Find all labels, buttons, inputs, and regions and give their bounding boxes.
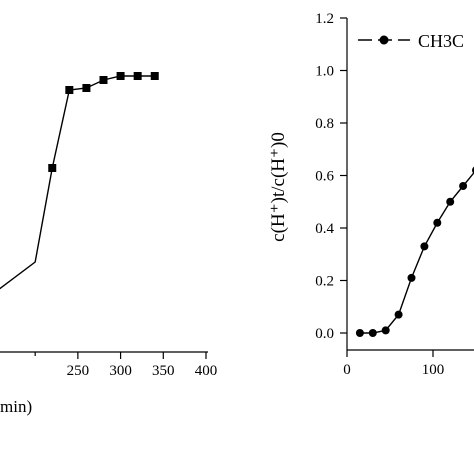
left-x-tick-label: 400 — [195, 363, 218, 379]
right-series-markers — [355, 166, 474, 337]
right-y-tick-label: 1.0 — [315, 64, 334, 80]
left-x-tick-label: 250 — [67, 363, 90, 379]
right-data-point — [459, 182, 468, 190]
left-data-point — [82, 84, 91, 92]
right-y-axis-label: c(H⁺)t/c(H⁺)0 — [268, 132, 289, 242]
left-data-point — [48, 164, 57, 172]
right-chart: 0.0 0.2 0.4 0.6 0.8 1.0 1.2 0 100 c(H⁺)t/c(H⁺)0… — [268, 11, 474, 378]
left-chart: 250 300 350 400 min) — [0, 72, 217, 416]
right-x-ticks: 0 100 — [343, 350, 444, 378]
right-y-tick-label: 0.4 — [315, 221, 334, 237]
left-data-point — [65, 86, 74, 94]
right-x-tick-label: 100 — [422, 362, 445, 378]
right-series-line — [359, 171, 474, 334]
right-data-point — [368, 329, 377, 337]
right-y-tick-label: 1.2 — [315, 11, 334, 27]
left-series-line — [0, 75, 155, 290]
right-data-point — [394, 310, 403, 319]
left-data-point — [150, 72, 159, 80]
right-y-tick-label: 0.6 — [315, 169, 334, 185]
right-y-tick-label: 0.8 — [315, 116, 334, 132]
left-data-point — [99, 76, 108, 84]
left-x-axis-label: min) — [0, 397, 32, 416]
left-x-tick-label: 350 — [152, 363, 175, 379]
right-data-point — [381, 326, 390, 335]
left-x-ticks: 250 300 350 400 — [34, 352, 218, 379]
legend-label: CH3C — [418, 31, 464, 51]
right-legend: CH3C — [358, 31, 464, 51]
right-data-point — [433, 218, 442, 227]
right-data-point — [355, 329, 364, 337]
right-y-tick-label: 0.2 — [315, 274, 334, 290]
left-series-markers — [48, 72, 159, 172]
right-data-point — [420, 242, 429, 251]
legend-marker — [379, 35, 389, 45]
left-x-tick-label: 300 — [109, 363, 132, 379]
left-data-point — [133, 72, 142, 80]
right-x-tick-label: 0 — [343, 362, 351, 378]
right-y-tick-label: 0.0 — [315, 326, 334, 342]
left-data-point — [116, 72, 125, 80]
right-data-point — [446, 197, 455, 206]
right-data-point — [407, 273, 416, 282]
right-y-ticks: 0.0 0.2 0.4 0.6 0.8 1.0 1.2 — [315, 11, 347, 342]
